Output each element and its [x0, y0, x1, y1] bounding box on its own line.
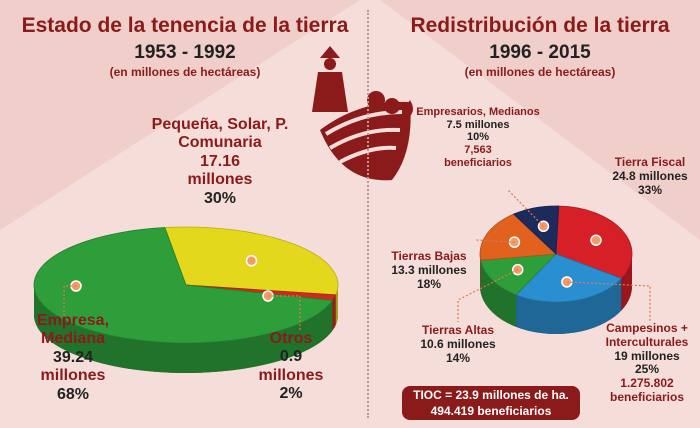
label-empresarios-benef: 7,563 [464, 143, 492, 156]
label-empresarios: Empresarios, Medianos 7.5 millones 10% 7… [416, 106, 540, 169]
label-tierras-altas: Tierras Altas 10.6 millones 14% [408, 323, 508, 365]
label-otros-name: Otros [269, 330, 313, 347]
right-unit: (en millones de hectáreas) [464, 65, 616, 79]
label-empresa: Empresa, Mediana 39.24 millones 68% [18, 312, 128, 404]
label-otros-unit: millones [258, 366, 324, 384]
label-tierra-fiscal-percent: 33% [637, 182, 663, 197]
redistribucion-slice-2-depth [480, 260, 517, 327]
label-tierras-bajas: Tierras Bajas 13.3 millones 18% [384, 249, 474, 291]
otros-leader [268, 295, 301, 330]
label-empresa-unit: millones [40, 367, 106, 385]
label-tierra-fiscal: Tierra Fiscal 24.8 millones 33% [602, 155, 698, 197]
label-campesinos-value: 19 millones [614, 348, 680, 363]
empresa-leader [63, 285, 76, 318]
tenencia-slice-1-depth [332, 294, 336, 331]
left-title: Estado de la tenencia de la tierra [21, 14, 349, 37]
center-divider [367, 10, 369, 418]
leaf-icon [407, 100, 413, 116]
label-tierra-fiscal-name: Tierra Fiscal [614, 155, 686, 169]
hat-icon [320, 46, 340, 58]
tierras-altas-leader [457, 269, 519, 322]
label-pequena-percent: 30% [203, 189, 237, 207]
label-leader-lines [63, 189, 651, 330]
label-empresa-percent: 68% [56, 385, 90, 403]
left-unit: (en millones de hectáreas) [109, 65, 261, 79]
pie-redistribucion [479, 205, 633, 334]
label-empresa-value: 39.24 [52, 348, 94, 366]
label-tierra-fiscal-value: 24.8 millones [612, 168, 688, 183]
farmer-fields-emblem [312, 46, 413, 181]
label-empresarios-value: 7.5 millones [446, 118, 510, 131]
label-tierras-bajas-value: 13.3 millones [391, 262, 467, 277]
label-campesinos: Campesinos + Interculturales 19 millones… [594, 321, 700, 405]
right-title: Redistribución de la tierra [410, 14, 670, 37]
label-empresarios-name: Empresarios, Medianos [416, 106, 540, 118]
tenencia-slice-2-depth [34, 285, 333, 373]
label-pequena-value: 17.16 [199, 152, 241, 170]
label-empresarios-benef-label: beneficiarios [444, 156, 512, 169]
tenencia-slice-0-depth [335, 285, 338, 325]
tioc-line2: 494.419 beneficiarios [430, 404, 552, 418]
redistribucion-slice-1-depth [516, 278, 622, 334]
label-campesinos-benef-label: beneficiarios [609, 389, 685, 404]
tioc-line1: TIOC = 23.9 millones de ha. [413, 388, 569, 402]
label-pequena-name: Pequeña, Solar, P. Comunaria [151, 116, 289, 152]
left-years: 1953 - 1992 [134, 42, 236, 63]
label-otros-value: 0.9 [279, 348, 303, 366]
redistribucion-slice-0-depth [621, 254, 632, 311]
redistribucion-slice-4 [512, 205, 560, 255]
label-campesinos-benef: 1.275.802 [620, 376, 674, 391]
label-tierras-bajas-percent: 18% [416, 276, 442, 291]
label-otros: Otros 0.9 millones 2% [256, 330, 326, 404]
pequena-dot [245, 255, 258, 267]
label-pequena-unit: millones [187, 171, 253, 189]
right-years: 1996 - 2015 [489, 42, 591, 63]
label-tierras-bajas-name: Tierras Bajas [391, 249, 467, 263]
label-tierras-altas-value: 10.6 millones [420, 336, 496, 351]
label-tierras-altas-percent: 14% [445, 350, 471, 365]
label-tierras-altas-name: Tierras Altas [421, 323, 495, 337]
label-campesinos-name: Campesinos + Interculturales [605, 321, 689, 349]
label-otros-percent: 2% [279, 385, 303, 403]
redistribucion-slice-3 [479, 213, 557, 261]
label-campesinos-percent: 25% [634, 362, 660, 377]
tierras-bajas-leader [475, 239, 515, 243]
empresarios-leader [507, 189, 544, 227]
tenencia-slice-2 [33, 227, 334, 344]
redistribucion-slice-3-depth [480, 254, 481, 293]
redistribucion-dot-0 [590, 234, 602, 246]
tioc-badge: TIOC = 23.9 millones de ha. 494.419 bene… [402, 386, 580, 420]
label-pequena: Pequeña, Solar, P. Comunaria 17.16 millo… [148, 116, 292, 208]
label-empresa-name: Empresa, Mediana [36, 312, 110, 348]
label-empresarios-percent: 10% [466, 131, 490, 144]
